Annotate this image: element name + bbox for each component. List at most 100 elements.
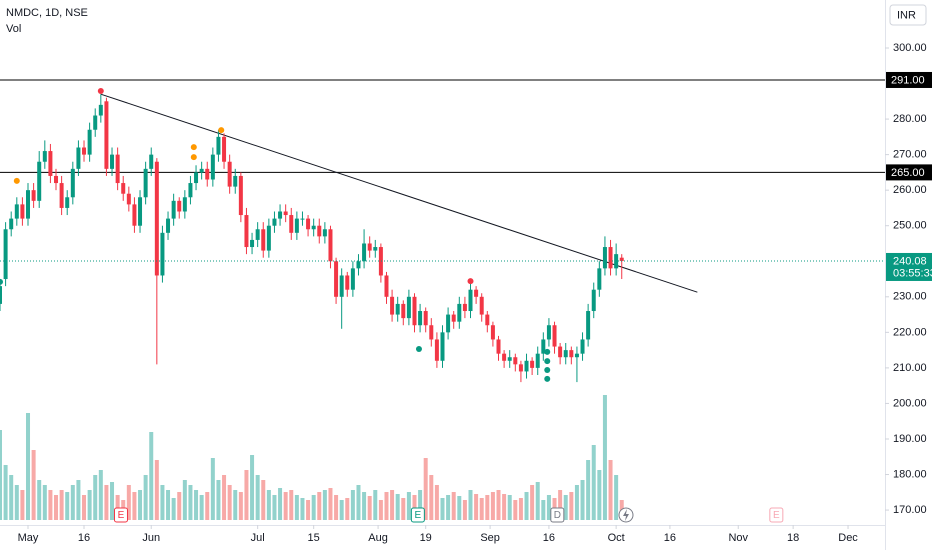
candle-body (177, 200, 182, 212)
candle-body (160, 232, 165, 276)
currency-box[interactable] (889, 4, 927, 26)
event-badge[interactable]: E (113, 507, 128, 523)
candle-body (384, 275, 389, 297)
volume-bar (614, 475, 619, 520)
volume-bar (462, 500, 467, 520)
volume-bar (143, 475, 148, 520)
volume-bar (446, 495, 451, 520)
event-label: E (773, 510, 780, 521)
volume-bar (479, 498, 484, 520)
volume-bar (272, 495, 277, 520)
candle-body (216, 136, 221, 155)
volume-bar (227, 485, 232, 520)
volume-bar (283, 492, 288, 520)
volume-bar (362, 492, 367, 520)
volume-bar (580, 480, 585, 520)
replay-event[interactable] (618, 507, 634, 523)
candle-body (591, 289, 596, 312)
y-tick-label: 280.00 (893, 113, 927, 125)
candle-body (569, 350, 574, 358)
candle-body (250, 239, 255, 248)
candle-body (597, 268, 602, 290)
candle-body (37, 161, 42, 201)
candle-body (322, 229, 327, 237)
candle-body (390, 296, 395, 315)
candle-body (406, 296, 411, 319)
signal-dot (544, 375, 551, 382)
price-label-box (886, 164, 932, 181)
x-tick-label: 19 (420, 532, 432, 544)
signal-dot (97, 87, 104, 94)
candle-body (42, 151, 47, 162)
volume-bar (182, 480, 187, 520)
volume-bar (440, 498, 445, 520)
candle-body (194, 172, 199, 184)
candle-body (171, 200, 176, 219)
candle-body (87, 129, 92, 155)
volume-bar (171, 498, 176, 520)
volume-bar (54, 495, 59, 520)
candle-body (608, 247, 613, 269)
volume-bar (261, 480, 266, 520)
candle-body (563, 350, 568, 358)
candle-body (546, 325, 551, 340)
volume-bar (574, 485, 579, 520)
event-badge[interactable]: E (410, 507, 425, 523)
volume-bar (507, 495, 512, 520)
axes: 300.00 280.00 270.00 260.00 250.00 230.00 220.… (18, 42, 932, 544)
event-badge[interactable]: E (769, 507, 784, 523)
candle-body (350, 268, 355, 290)
volume-bar (490, 492, 495, 520)
volume-bar (289, 490, 294, 520)
price-label: 291.00 (891, 74, 925, 86)
volume-bar (3, 465, 8, 520)
volume-bar (373, 490, 378, 520)
candle-body (317, 225, 322, 237)
volume-bar (451, 492, 456, 520)
y-tick-label: 220.00 (893, 326, 927, 338)
signal-dot (415, 346, 422, 353)
volume-bar (9, 475, 14, 520)
volume-bar (524, 492, 529, 520)
candle-body (479, 296, 484, 315)
candle-body (423, 311, 428, 326)
volume-bar (367, 496, 372, 520)
signal-dot (467, 278, 474, 285)
candle-body (311, 225, 316, 230)
candle-body (418, 311, 423, 326)
candle-body (3, 229, 8, 280)
candle-body (446, 314, 451, 333)
candle-body (541, 339, 546, 354)
candle-body (300, 218, 305, 220)
volume-bar (418, 490, 423, 520)
volume-bar (518, 498, 523, 520)
candle-body (255, 229, 260, 240)
candle-body (558, 346, 563, 358)
plot-area (0, 79, 885, 520)
candle-body (289, 215, 294, 233)
volume-bar (42, 485, 47, 520)
candle-body (9, 218, 14, 230)
candle-body (485, 314, 490, 326)
volume-bar (0, 430, 2, 520)
volume-bar (87, 490, 92, 520)
volume-bar (586, 460, 591, 520)
x-tick-label: 16 (543, 532, 555, 544)
volume-bar (535, 482, 540, 520)
volume-bar (474, 494, 479, 520)
candle-body (294, 218, 299, 233)
volume-bar (558, 490, 563, 520)
event-badge[interactable]: D (550, 507, 565, 523)
last-price-label: 240.08 (893, 255, 927, 267)
volume-bar (37, 480, 42, 520)
candle-body (222, 136, 227, 162)
volume-label: Vol (6, 23, 21, 35)
volume-bar (563, 495, 568, 520)
signal-dot (544, 358, 551, 365)
y-tick-label: 190.00 (893, 433, 927, 445)
candle-body (166, 218, 171, 233)
candle-body (244, 215, 249, 248)
volume-bar (126, 485, 131, 520)
